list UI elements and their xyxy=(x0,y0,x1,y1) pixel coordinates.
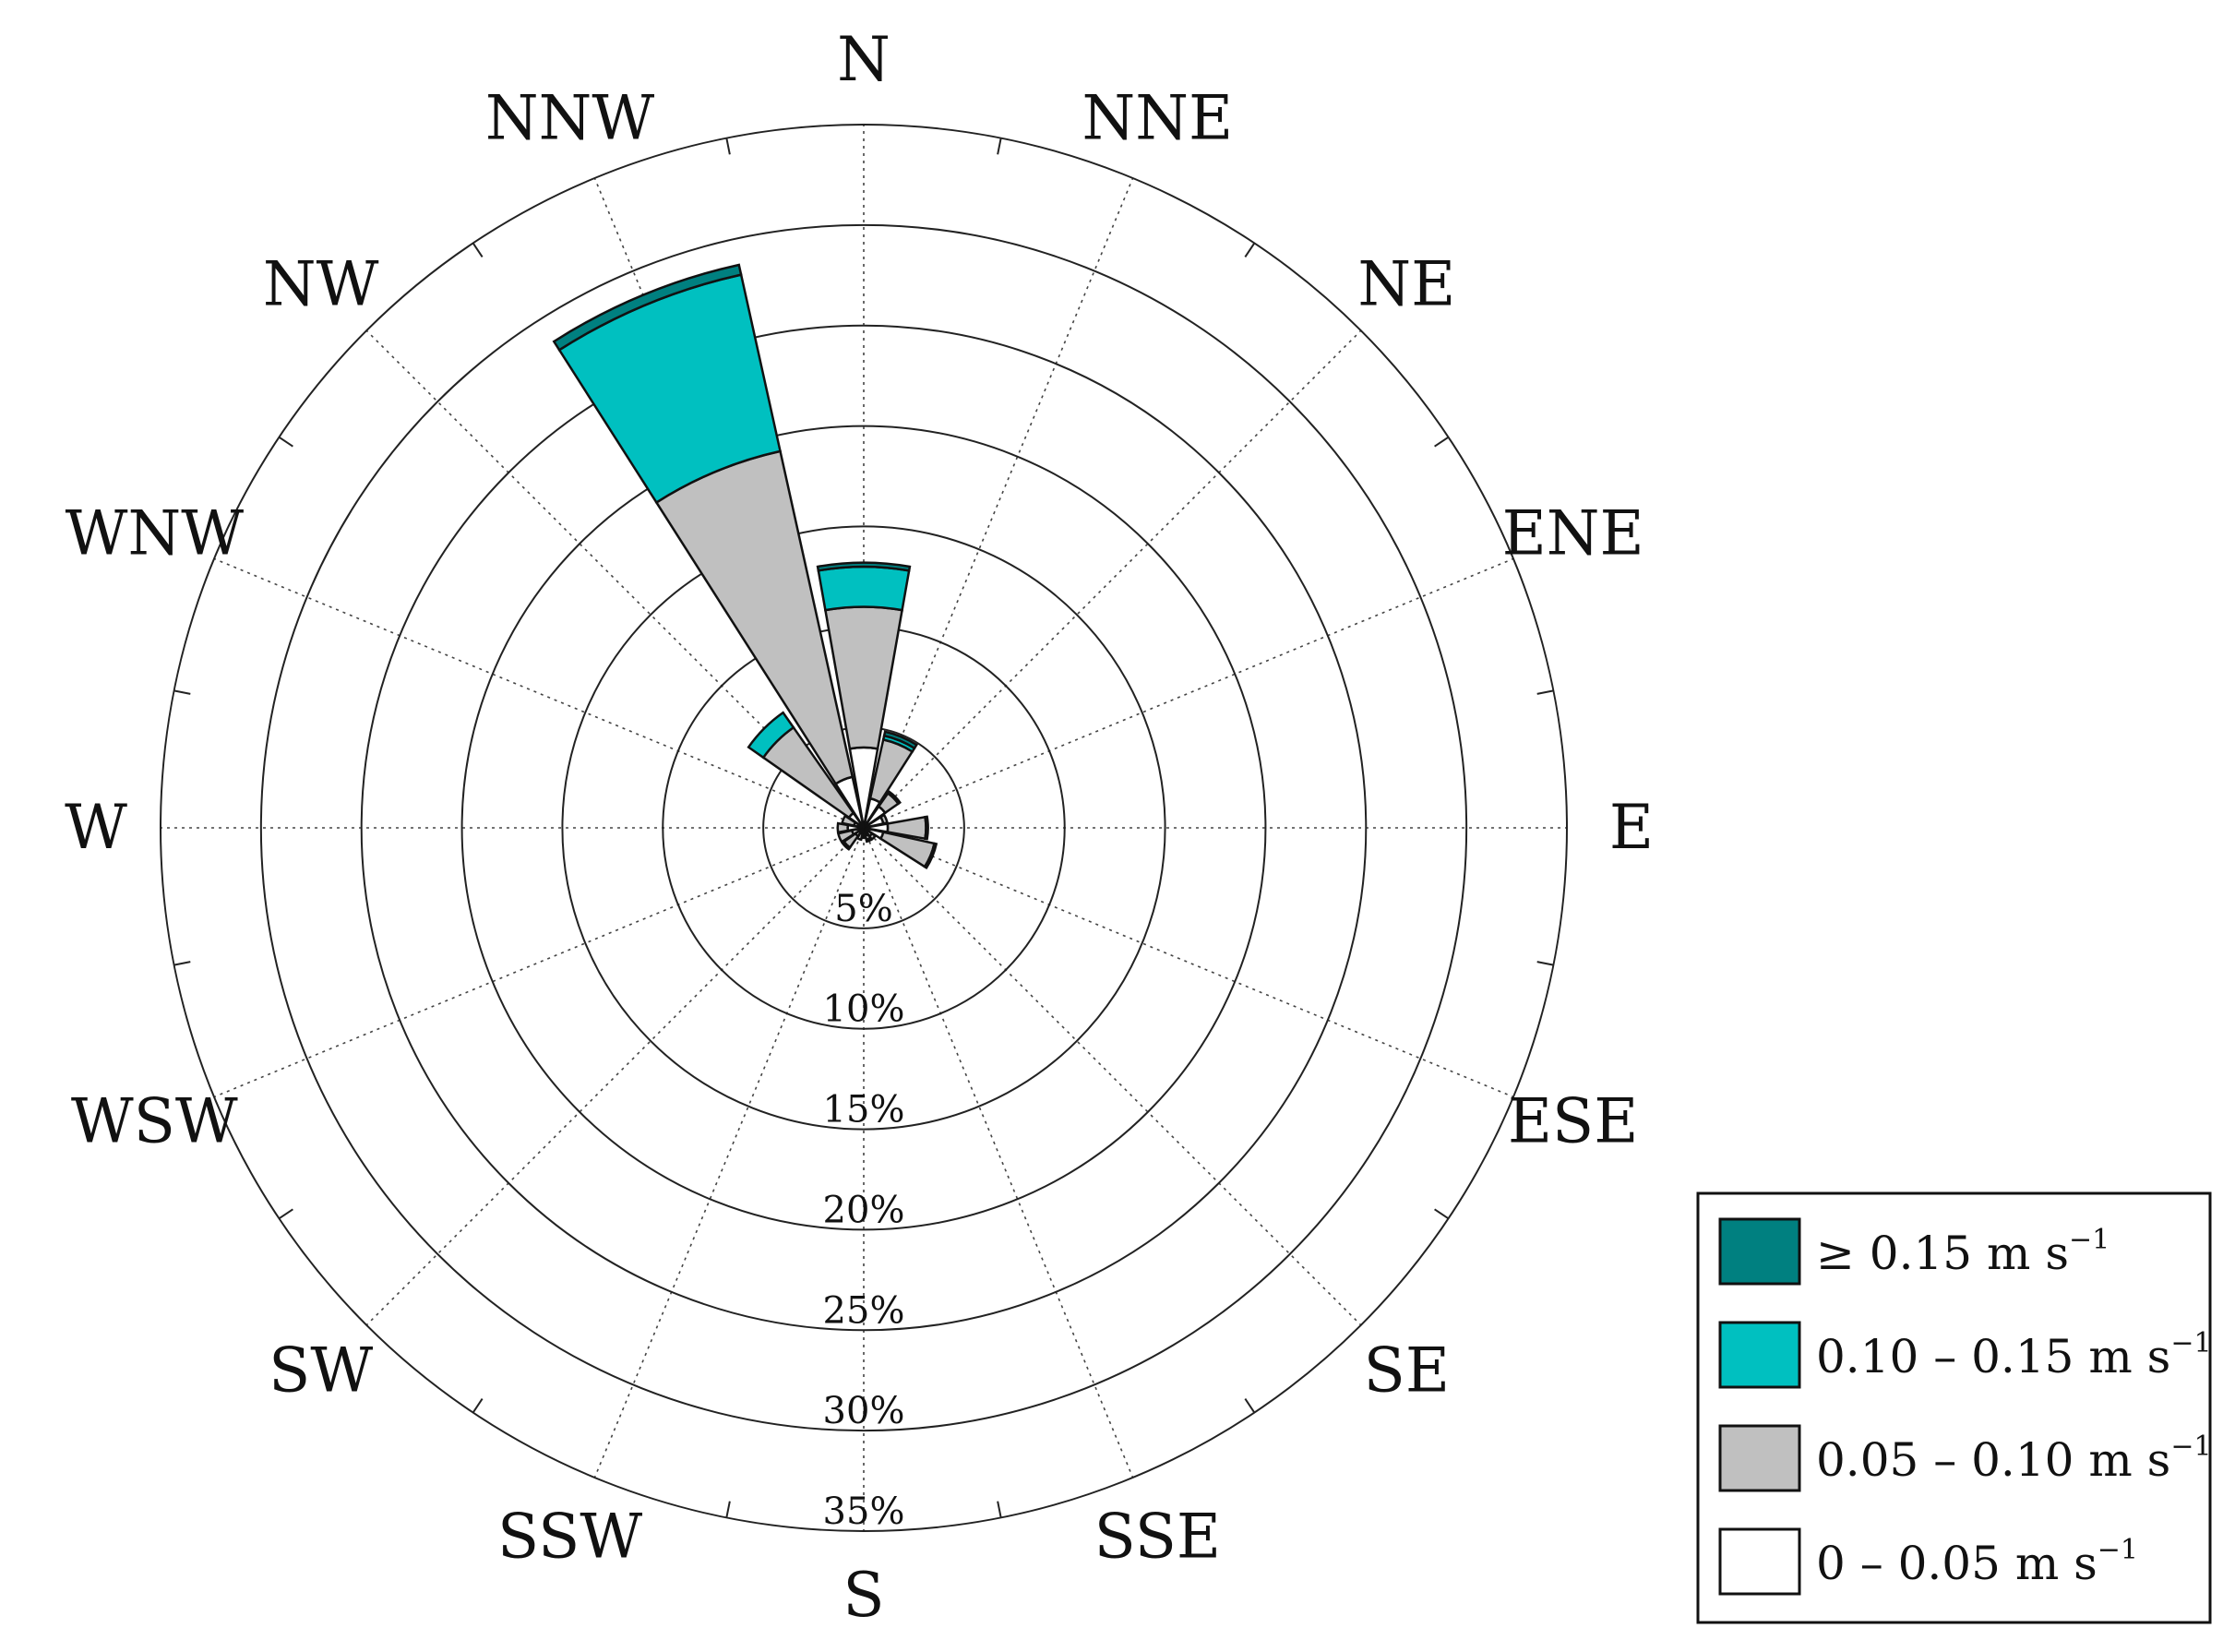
bar-n-series-2 xyxy=(817,565,911,612)
direction-label-ne: NE xyxy=(1357,249,1455,320)
direction-label-n: N xyxy=(837,24,890,95)
ring-label-20: 20% xyxy=(823,1189,905,1231)
bar-w-series-1 xyxy=(836,821,850,834)
ring-label-15: 15% xyxy=(823,1089,905,1131)
direction-label-ese: ESE xyxy=(1508,1085,1639,1156)
legend-swatch-1 xyxy=(1718,1321,1801,1389)
ring-30 xyxy=(259,223,1468,1432)
spoke-se xyxy=(863,827,1362,1326)
ring-label-30: 30% xyxy=(823,1390,905,1432)
direction-label-nw: NW xyxy=(263,249,379,320)
outer-tick xyxy=(997,138,1002,155)
legend-label-0: ≥ 0.15 m s−1 xyxy=(1816,1224,2110,1280)
ring-label-25: 25% xyxy=(823,1289,905,1332)
direction-label-w: W xyxy=(65,792,127,863)
direction-label-sw: SW xyxy=(269,1335,373,1406)
bar-nnw-series-3 xyxy=(552,263,743,352)
outer-tick xyxy=(173,689,191,695)
direction-label-s: S xyxy=(843,1560,884,1631)
outer-tick xyxy=(278,1208,293,1220)
spoke-sw xyxy=(365,827,865,1326)
direction-label-ene: ENE xyxy=(1502,498,1644,569)
outer-tick xyxy=(997,1501,1002,1518)
legend-swatch-0 xyxy=(1718,1217,1801,1286)
spoke-ssw xyxy=(593,827,865,1478)
outer-tick xyxy=(725,1501,731,1518)
direction-label-ssw: SSW xyxy=(497,1502,642,1573)
ring-35 xyxy=(160,124,1568,1532)
direction-label-nne: NNE xyxy=(1082,82,1234,153)
outer-tick xyxy=(725,138,731,155)
bar-sse-series-2 xyxy=(865,836,873,844)
legend-label-3: 0 – 0.05 m s−1 xyxy=(1816,1534,2138,1590)
spoke-sse xyxy=(863,827,1134,1478)
outer-tick xyxy=(1434,1208,1450,1220)
polar-grid xyxy=(160,124,1568,1532)
axis-labels: N NNE NE ENE E ESE SE SSE S SSW SW WSW W WNW NW NNW 5% 10… xyxy=(65,24,1654,1631)
bar-ese-series-2 xyxy=(923,842,938,870)
bar-ne-series-2 xyxy=(886,790,902,806)
outer-tick xyxy=(173,961,191,966)
wind-bars xyxy=(552,263,938,870)
direction-label-e: E xyxy=(1609,792,1654,863)
ring-label-10: 10% xyxy=(823,988,905,1031)
spoke-ene xyxy=(863,557,1514,829)
bar-nw-series-2 xyxy=(747,711,795,760)
outer-tick xyxy=(1434,436,1450,448)
ring-label-5: 5% xyxy=(834,888,892,930)
outer-tick xyxy=(1536,961,1554,966)
spoke-wsw xyxy=(213,827,865,1098)
outer-tick xyxy=(1244,1398,1256,1414)
spoke-ese xyxy=(863,827,1514,1098)
spoke-nne xyxy=(863,177,1134,829)
direction-label-sse: SSE xyxy=(1094,1502,1221,1573)
legend-label-2: 0.05 – 0.10 m s−1 xyxy=(1816,1431,2212,1487)
bar-nne-series-3 xyxy=(882,730,919,750)
ring-label-35: 35% xyxy=(823,1490,905,1533)
spoke-ne xyxy=(863,329,1362,829)
ring-20 xyxy=(460,425,1267,1231)
outer-tick xyxy=(472,242,484,257)
outer-tick xyxy=(1244,242,1256,257)
outer-tick xyxy=(1536,689,1554,695)
legend: ≥ 0.15 m s−1 0.10 – 0.15 m s−1 0.05 – 0.10… xyxy=(1696,1191,2212,1624)
bar-e-series-2 xyxy=(924,815,929,841)
direction-label-nnw: NNW xyxy=(485,82,655,153)
legend-label-1: 0.10 – 0.15 m s−1 xyxy=(1816,1327,2212,1383)
direction-label-wsw: WSW xyxy=(71,1085,238,1156)
outer-tick xyxy=(472,1398,484,1414)
bar-n-series-3 xyxy=(816,561,912,572)
outer-tick xyxy=(278,436,293,448)
ring-25 xyxy=(360,324,1368,1332)
direction-label-wnw: WNW xyxy=(66,498,245,569)
direction-label-se: SE xyxy=(1364,1335,1450,1406)
legend-swatch-3 xyxy=(1718,1527,1801,1596)
legend-swatch-2 xyxy=(1718,1424,1801,1492)
ring-15 xyxy=(561,525,1166,1131)
